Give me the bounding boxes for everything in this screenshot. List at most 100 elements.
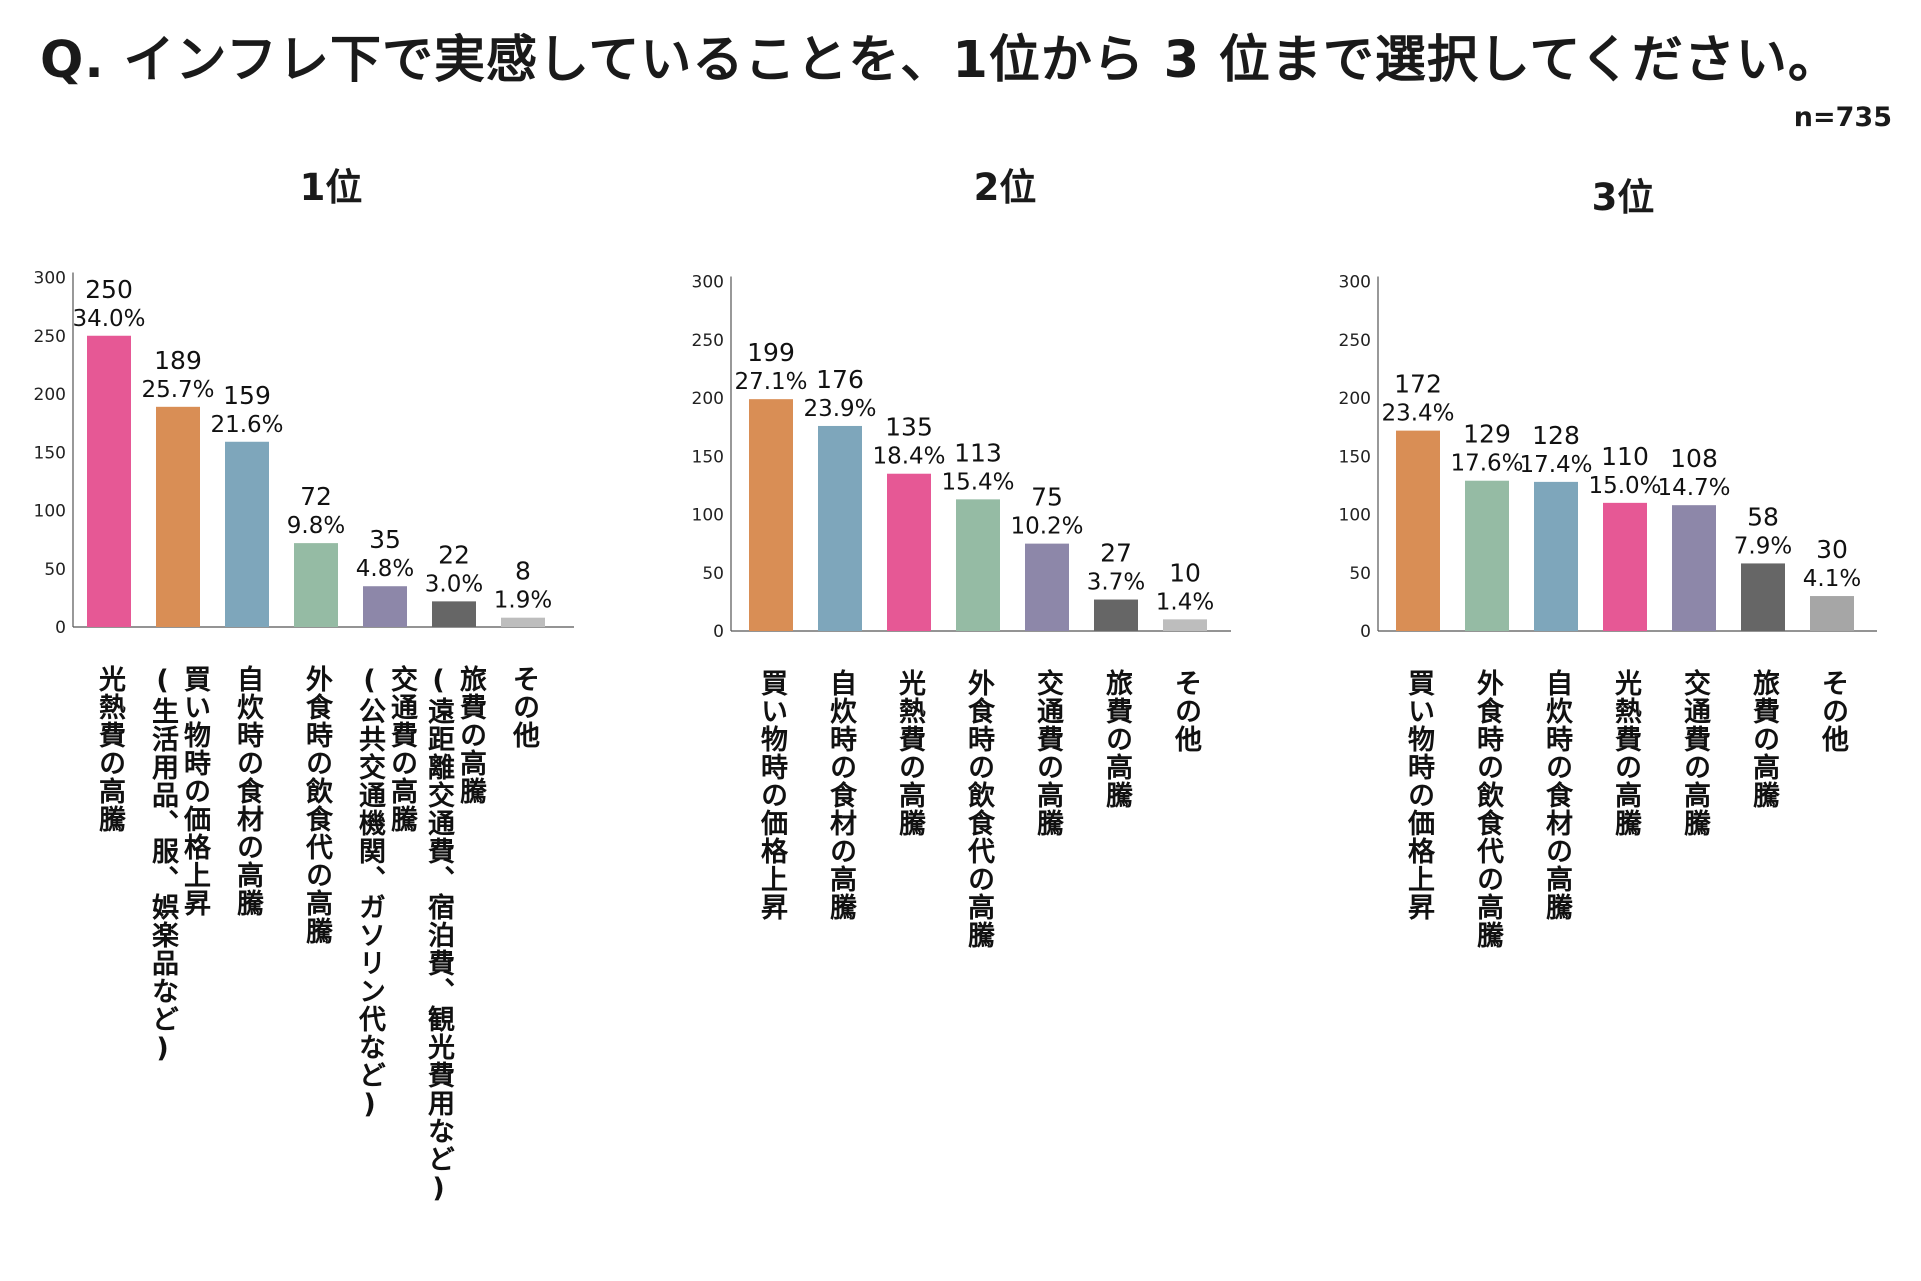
percent-label: 21.6% bbox=[210, 412, 283, 438]
y-tick-label: 100 bbox=[34, 502, 66, 522]
category-label: 外食時の飲食代の高騰 bbox=[1472, 669, 1503, 949]
chart-1st-place: 05010015020025030034.0%25025.7%18921.6%1… bbox=[34, 269, 574, 638]
value-label: 176 bbox=[816, 365, 864, 394]
percent-label: 23.4% bbox=[1381, 401, 1454, 427]
percent-label: 9.8% bbox=[287, 513, 345, 539]
percent-label: 14.7% bbox=[1657, 475, 1730, 501]
category-label: 光熱費の高騰 bbox=[1610, 669, 1641, 837]
value-label: 135 bbox=[885, 413, 933, 442]
bar bbox=[156, 406, 200, 627]
panel-title-3: 3位 bbox=[1591, 176, 1655, 219]
bar bbox=[432, 601, 476, 627]
percent-label: 4.1% bbox=[1803, 566, 1861, 592]
category-label: 交通費の高騰 bbox=[1679, 669, 1710, 837]
category-label: 買い物時の価格上昇 (生活用品、服、娯楽品など) bbox=[147, 665, 210, 1065]
sample-size: n=735 bbox=[1793, 102, 1892, 133]
value-label: 199 bbox=[747, 338, 795, 367]
panel-title-1: 1位 bbox=[299, 166, 363, 209]
percent-label: 7.9% bbox=[1734, 533, 1792, 559]
bar bbox=[501, 617, 545, 627]
value-label: 110 bbox=[1601, 442, 1649, 471]
bar bbox=[749, 399, 793, 631]
bar bbox=[1094, 599, 1138, 631]
y-tick-label: 250 bbox=[34, 327, 66, 347]
y-tick-label: 250 bbox=[1339, 331, 1371, 351]
category-label: 旅費の高騰 bbox=[1101, 669, 1132, 809]
value-label: 8 bbox=[515, 557, 531, 586]
value-label: 189 bbox=[154, 346, 202, 375]
chart-3rd-place: 05010015020025030023.4%17217.6%12917.4%1… bbox=[1339, 273, 1877, 642]
chart-2nd-place: 05010015020025030027.1%19923.9%17618.4%1… bbox=[692, 273, 1231, 642]
percent-label: 3.0% bbox=[425, 571, 483, 597]
y-tick-label: 100 bbox=[1339, 506, 1371, 526]
category-label: 外食時の飲食代の高騰 bbox=[963, 669, 994, 949]
percent-label: 3.7% bbox=[1087, 570, 1145, 596]
category-label: その他 bbox=[1817, 669, 1848, 753]
percent-label: 1.9% bbox=[494, 588, 552, 614]
percent-label: 18.4% bbox=[872, 444, 945, 470]
category-label: 交通費の高騰 bbox=[1032, 669, 1063, 837]
bar bbox=[1603, 502, 1647, 631]
category-label: 光熱費の高騰 bbox=[894, 669, 925, 837]
panel-title-2: 2位 bbox=[973, 166, 1037, 209]
value-label: 113 bbox=[954, 438, 1002, 467]
y-tick-label: 200 bbox=[1339, 389, 1371, 409]
category-label: 旅費の高騰 (遠距離交通費、宿泊費、観光費用など) bbox=[423, 665, 486, 1205]
y-tick-label: 0 bbox=[1360, 622, 1371, 642]
category-label: その他 bbox=[508, 665, 539, 749]
y-tick-label: 0 bbox=[713, 622, 724, 642]
value-label: 22 bbox=[438, 540, 470, 569]
category-label: 買い物時の価格上昇 bbox=[1403, 669, 1434, 921]
category-label: 光熱費の高騰 bbox=[94, 665, 125, 833]
y-tick-label: 200 bbox=[34, 385, 66, 405]
y-tick-label: 150 bbox=[1339, 447, 1371, 467]
category-label: 買い物時の価格上昇 bbox=[756, 669, 787, 921]
category-label: 自炊時の食材の高騰 bbox=[1541, 669, 1572, 921]
bar bbox=[1672, 505, 1716, 631]
value-label: 30 bbox=[1816, 535, 1848, 564]
y-tick-label: 50 bbox=[702, 564, 724, 584]
y-tick-label: 200 bbox=[692, 389, 724, 409]
value-label: 75 bbox=[1031, 483, 1063, 512]
percent-label: 25.7% bbox=[141, 377, 214, 403]
bar bbox=[363, 586, 407, 627]
category-label: 自炊時の食材の高騰 bbox=[232, 665, 263, 917]
percent-label: 10.2% bbox=[1010, 514, 1083, 540]
category-label: 交通費の高騰 (公共交通機関、ガソリン代など) bbox=[354, 665, 417, 1121]
value-label: 159 bbox=[223, 381, 271, 410]
bar bbox=[1741, 563, 1785, 631]
y-tick-label: 0 bbox=[55, 618, 66, 638]
y-tick-label: 150 bbox=[692, 447, 724, 467]
percent-label: 17.6% bbox=[1450, 451, 1523, 477]
bar bbox=[225, 441, 269, 627]
percent-label: 23.9% bbox=[803, 396, 876, 422]
y-tick-label: 300 bbox=[1339, 273, 1371, 293]
y-tick-label: 150 bbox=[34, 443, 66, 463]
y-tick-label: 300 bbox=[34, 269, 66, 289]
percent-label: 1.4% bbox=[1156, 589, 1214, 615]
bar bbox=[87, 335, 131, 627]
percent-label: 15.0% bbox=[1588, 473, 1661, 499]
value-label: 108 bbox=[1670, 444, 1718, 473]
category-label: 自炊時の食材の高騰 bbox=[825, 669, 856, 921]
percent-label: 15.4% bbox=[941, 469, 1014, 495]
bar bbox=[1810, 596, 1854, 631]
value-label: 129 bbox=[1463, 420, 1511, 449]
bar bbox=[1465, 480, 1509, 631]
percent-label: 34.0% bbox=[72, 306, 145, 332]
y-tick-label: 250 bbox=[692, 331, 724, 351]
bar bbox=[1163, 619, 1207, 631]
bar bbox=[294, 543, 338, 627]
value-label: 35 bbox=[369, 525, 401, 554]
value-label: 250 bbox=[85, 275, 133, 304]
bar bbox=[887, 473, 931, 631]
bar bbox=[818, 425, 862, 631]
value-label: 58 bbox=[1747, 502, 1779, 531]
y-tick-label: 50 bbox=[1349, 564, 1371, 584]
value-label: 72 bbox=[300, 482, 332, 511]
bar bbox=[1396, 430, 1440, 631]
y-tick-label: 300 bbox=[692, 273, 724, 293]
category-label: 外食時の飲食代の高騰 bbox=[301, 665, 332, 945]
category-label: その他 bbox=[1170, 669, 1201, 753]
value-label: 27 bbox=[1100, 539, 1132, 568]
